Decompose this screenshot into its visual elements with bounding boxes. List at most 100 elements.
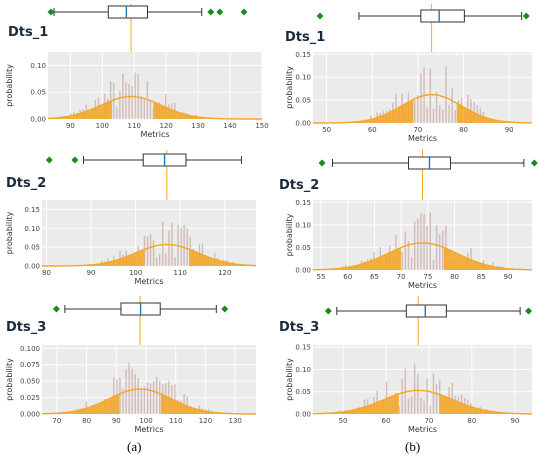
hist-bar (149, 100, 152, 119)
plot-area (313, 200, 532, 270)
hist-bar (407, 398, 410, 414)
hist-bar (143, 386, 146, 414)
hist-bar (143, 98, 145, 119)
y-tick-label: 0.10 (30, 62, 46, 70)
x-axis-label: Metrics (134, 277, 163, 286)
x-tick-label: 80 (459, 126, 468, 134)
density-fill-left (313, 393, 399, 414)
density-fill-left (42, 249, 145, 266)
hist-bar (429, 405, 432, 414)
panel-title: Dts_1 (285, 30, 325, 45)
density-fill-right (439, 394, 532, 414)
y-tick-label: 0.15 (24, 206, 40, 214)
y-tick-label: 0.00 (30, 116, 46, 124)
y-tick-label: 0.00 (295, 120, 311, 128)
box-outlier (216, 8, 224, 16)
x-tick-label: 100 (129, 269, 142, 277)
y-tick-label: 0.050 (20, 378, 40, 386)
hist-bar (146, 382, 149, 414)
y-tick-label: 0.00 (295, 411, 311, 419)
caption-a: (a) (127, 439, 142, 454)
x-tick-label: 60 (368, 126, 377, 134)
x-tick-label: 90 (66, 122, 75, 130)
plot-area (313, 345, 532, 414)
box-iqr (107, 5, 148, 19)
x-axis-label: Metrics (134, 425, 163, 434)
density-fill-left (313, 99, 414, 123)
density-curve (42, 388, 256, 415)
y-tick-label: 0.05 (295, 388, 311, 396)
hist-bar (128, 83, 130, 119)
hist-bar (423, 213, 425, 270)
hist-bar (454, 110, 457, 123)
hist-bar (426, 225, 428, 270)
hist-bar (186, 228, 188, 266)
y-axis-label: probability (5, 358, 14, 401)
y-tick-label: 0.000 (20, 411, 40, 419)
hist-bar (417, 374, 419, 414)
hist-bar (119, 377, 121, 414)
density-fill-right (443, 247, 532, 270)
hist-bar (113, 377, 115, 414)
x-tick-label: 50 (322, 126, 331, 134)
hist-bar (407, 240, 410, 270)
hist-bar (432, 373, 435, 414)
y-tick-label: 0.15 (295, 344, 311, 352)
hist-bar (429, 212, 432, 270)
y-tick-label: 0.00 (24, 263, 40, 271)
hist-bar (413, 221, 416, 270)
x-tick-label: 120 (199, 417, 212, 425)
hist-bar (134, 374, 136, 414)
x-tick-label: 100 (139, 417, 152, 425)
caption-b: (b) (405, 439, 421, 454)
density-fill-left (313, 247, 402, 270)
hist-bar (149, 233, 152, 266)
x-axis-label: Metrics (408, 281, 437, 290)
x-tick-label: 150 (255, 122, 268, 130)
hist-bar (413, 99, 416, 123)
plot-area (42, 200, 256, 266)
y-axis-label: probability (5, 211, 14, 254)
hist-bar (401, 251, 403, 270)
hist-bar (432, 108, 435, 123)
x-tick-label: 140 (223, 122, 236, 130)
hist-bar (385, 381, 388, 414)
x-tick-label: 60 (382, 417, 391, 425)
x-tick-label: 65 (370, 273, 379, 281)
y-tick-label: 0.05 (295, 97, 311, 105)
hist-bar (137, 378, 139, 414)
density-fill-right (456, 103, 532, 123)
box-outlier (318, 159, 326, 167)
hist-bar (137, 73, 139, 119)
hist-bar (442, 230, 444, 270)
hist-bar (131, 86, 133, 119)
hist-bar (448, 104, 450, 123)
y-tick-label: 0.075 (20, 361, 40, 369)
x-tick-label: 100 (96, 122, 109, 130)
hist-bar (435, 383, 438, 414)
x-tick-label: 130 (229, 417, 242, 425)
x-tick-label: 80 (467, 417, 476, 425)
hist-bar (445, 66, 447, 123)
hist-bar (149, 383, 152, 414)
hist-bar (398, 406, 400, 414)
density-curve (313, 242, 532, 271)
hist-bar (122, 388, 124, 414)
chart-panel-3: Dts_2 80 90 100 110 120 0.00 0.05 0.10 0.15 Metric… (5, 150, 256, 286)
x-tick-label: 110 (174, 269, 187, 277)
hist-bar (116, 107, 118, 119)
hist-bar (155, 257, 158, 266)
x-tick-label: 85 (477, 273, 486, 281)
box-outlier (240, 8, 248, 16)
chart-panel-5: Dts_3 70 80 90 100 110 120 130 0.000 0.025 0.050 0.… (5, 296, 256, 434)
y-tick-label: 0.10 (295, 74, 311, 82)
hist-bar (113, 82, 115, 119)
hist-bar (159, 380, 161, 414)
x-tick-label: 70 (424, 417, 433, 425)
density-fill-left (42, 394, 120, 414)
y-tick-label: 0.05 (24, 244, 40, 252)
x-tick-label: 130 (191, 122, 204, 130)
x-tick-label: 110 (128, 122, 141, 130)
y-axis-label: probability (285, 358, 294, 401)
hist-bar (131, 368, 133, 414)
